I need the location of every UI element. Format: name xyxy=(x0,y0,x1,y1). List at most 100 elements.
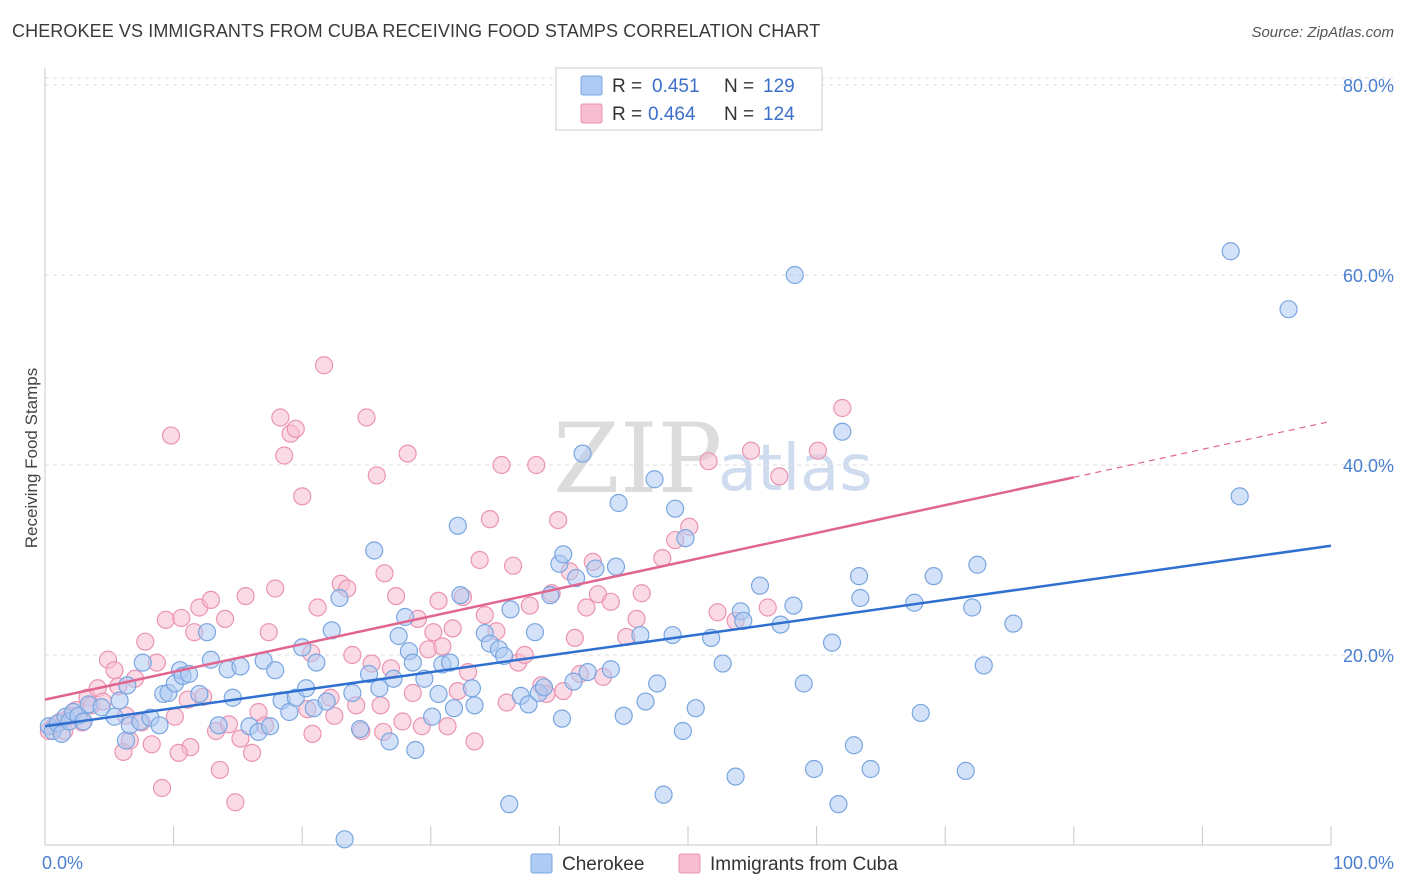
cherokee-point-52 xyxy=(365,541,384,560)
cherokee-point-89 xyxy=(578,662,597,682)
cherokee-point-17 xyxy=(133,653,152,672)
watermark-atlas: atlas xyxy=(718,432,873,506)
y-tick-label-40: 40.0% xyxy=(1343,456,1394,476)
legend-r-value-cuba: 0.464 xyxy=(648,104,696,125)
cherokee-point-112 xyxy=(784,596,803,615)
cherokee-point-12 xyxy=(110,691,129,710)
cherokee-point-118 xyxy=(833,422,852,441)
trend-line-cherokee xyxy=(44,544,1332,728)
cuba-point-68 xyxy=(393,712,412,731)
cherokee-point-45 xyxy=(317,692,336,711)
cherokee-point-120 xyxy=(849,567,869,586)
cuba-point-25 xyxy=(165,707,184,726)
cuba-point-113 xyxy=(699,452,718,471)
cherokee-point-56 xyxy=(389,626,408,646)
cherokee-point-121 xyxy=(851,588,870,608)
cherokee-point-128 xyxy=(968,555,987,574)
cherokee-point-107 xyxy=(726,767,745,786)
cuba-point-106 xyxy=(601,592,620,611)
legend-r-value-cherokee: 0.451 xyxy=(652,76,700,97)
cuba-point-109 xyxy=(632,584,651,603)
cherokee-point-126 xyxy=(956,761,975,781)
cherokee-point-122 xyxy=(861,759,880,779)
cuba-point-120 xyxy=(833,398,852,418)
cherokee-point-90 xyxy=(586,559,605,578)
cherokee-point-62 xyxy=(422,707,442,726)
cherokee-point-41 xyxy=(293,638,312,657)
stats-legend: R = 0.451 N = 129 R = 0.464 N = 124 xyxy=(555,67,823,131)
cuba-point-116 xyxy=(741,441,761,460)
cuba-point-87 xyxy=(492,455,511,475)
cherokee-point-29 xyxy=(209,716,228,735)
cuba-point-102 xyxy=(577,598,596,617)
cherokee-point-130 xyxy=(1004,614,1023,633)
cuba-point-97 xyxy=(549,510,568,530)
cuba-point-61 xyxy=(357,408,376,427)
cherokee-point-106 xyxy=(713,654,732,673)
cuba-point-37 xyxy=(226,793,245,812)
trend-line-cuba xyxy=(44,476,1075,701)
series-immigrants-from-cuba-points xyxy=(39,356,852,812)
cuba-point-45 xyxy=(271,408,290,427)
cherokee-point-10 xyxy=(92,698,111,717)
cherokee-point-93 xyxy=(609,493,628,513)
trend-lines xyxy=(44,420,1332,728)
cherokee-point-37 xyxy=(266,661,285,680)
cuba-point-75 xyxy=(429,591,448,610)
cuba-point-89 xyxy=(504,556,523,575)
cherokee-point-125 xyxy=(924,567,943,586)
cuba-point-34 xyxy=(210,760,229,780)
cherokee-point-27 xyxy=(197,623,217,642)
cherokee-point-94 xyxy=(614,706,633,725)
cuba-point-20 xyxy=(142,735,161,754)
cherokee-point-50 xyxy=(350,719,370,739)
cherokee-point-129 xyxy=(974,656,993,675)
cuba-point-67 xyxy=(386,586,406,606)
cherokee-point-47 xyxy=(330,588,349,608)
cuba-point-53 xyxy=(314,356,334,375)
cherokee-point-103 xyxy=(676,529,695,548)
cherokee-point-60 xyxy=(406,740,425,760)
cherokee-point-100 xyxy=(663,625,682,645)
x-tick-label-min: 0.0% xyxy=(42,853,83,873)
cuba-point-44 xyxy=(266,579,285,598)
cherokee-point-110 xyxy=(750,576,770,595)
cherokee-point-114 xyxy=(794,674,813,693)
cuba-point-93 xyxy=(527,455,546,475)
cuba-point-58 xyxy=(343,645,362,665)
cherokee-point-13 xyxy=(116,731,136,750)
cherokee-point-36 xyxy=(260,717,280,736)
cherokee-point-68 xyxy=(451,586,470,605)
cuba-point-85 xyxy=(480,510,500,529)
cherokee-point-117 xyxy=(829,795,848,814)
cherokee-point-59 xyxy=(403,653,422,672)
cherokee-point-132 xyxy=(1230,487,1249,506)
bottom-legend-label-cherokee: Cherokee xyxy=(562,854,644,875)
cuba-point-38 xyxy=(231,729,250,748)
cherokee-point-133 xyxy=(1279,300,1298,319)
cherokee-point-87 xyxy=(567,568,586,588)
cuba-point-69 xyxy=(398,444,417,463)
cherokee-point-92 xyxy=(606,557,626,576)
cuba-point-83 xyxy=(470,550,489,570)
cuba-point-123 xyxy=(169,743,188,762)
cherokee-point-44 xyxy=(307,653,326,672)
cuba-point-65 xyxy=(375,564,394,583)
cherokee-point-85 xyxy=(554,545,573,564)
cuba-point-55 xyxy=(325,706,344,725)
cuba-point-22 xyxy=(152,778,172,798)
legend-swatch-cuba xyxy=(580,103,603,124)
cherokee-point-131 xyxy=(1221,242,1240,261)
cherokee-point-66 xyxy=(444,699,464,718)
y-tick-labels: 20.0% 40.0% 60.0% 80.0% xyxy=(1343,76,1394,666)
cuba-point-26 xyxy=(172,608,191,628)
cuba-point-108 xyxy=(627,609,646,629)
cherokee-point-70 xyxy=(465,696,484,715)
y-axis-title: Receiving Food Stamps xyxy=(22,368,41,548)
cherokee-point-69 xyxy=(462,679,482,698)
cuba-point-35 xyxy=(215,609,235,629)
y-tick-label-60: 60.0% xyxy=(1343,266,1394,286)
cherokee-point-65 xyxy=(440,653,460,672)
cherokee-point-79 xyxy=(525,623,545,642)
cuba-point-12 xyxy=(105,661,124,680)
